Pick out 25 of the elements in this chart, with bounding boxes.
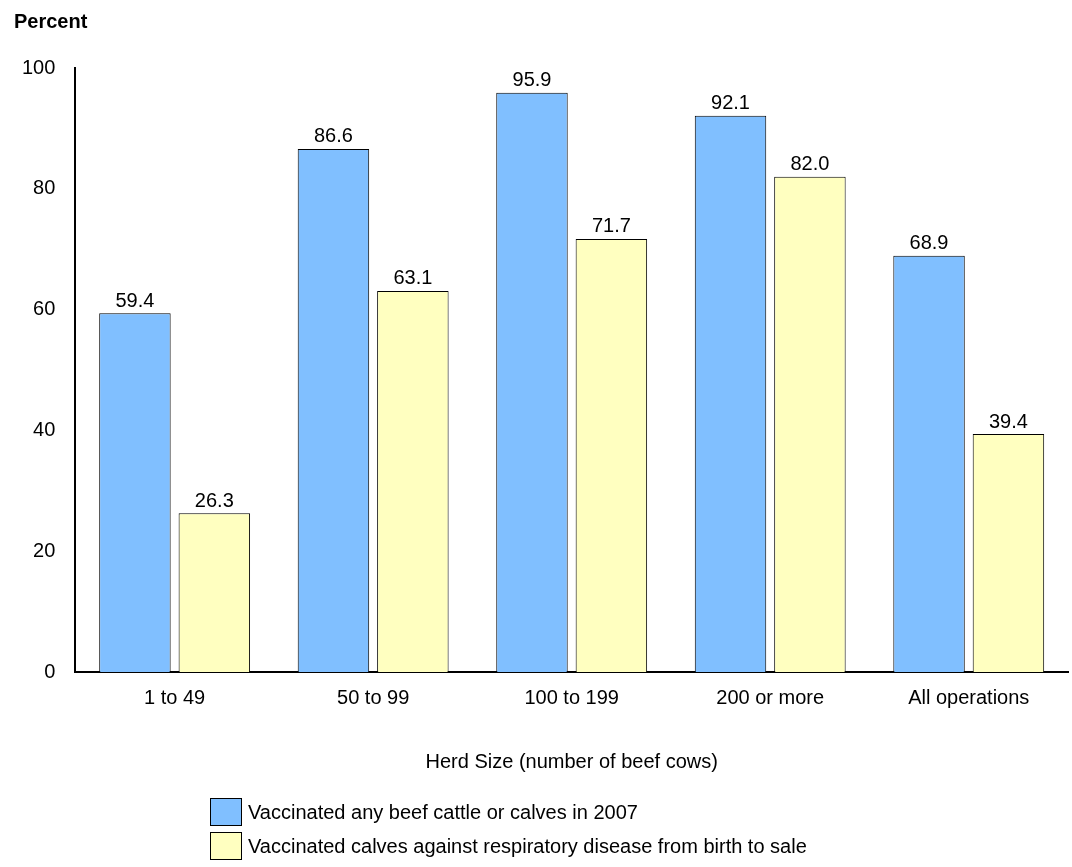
data-label: 59.4 (115, 288, 155, 311)
legend-label: Vaccinated any beef cattle or calves in 2007 (248, 800, 638, 824)
x-tick-label: 100 to 199 (524, 685, 619, 708)
x-tick-label: 200 or more (716, 685, 825, 708)
data-label: 68.9 (909, 231, 949, 254)
data-label: 26.3 (194, 488, 234, 511)
data-label: 92.1 (711, 91, 750, 114)
data-label: 95.9 (512, 68, 552, 91)
y-tick-label: 20 (33, 538, 56, 561)
x-axis-title: Herd Size (number of beef cows) (425, 749, 718, 772)
y-tick-label: 60 (33, 297, 56, 320)
legend-label: Vaccinated calves against respiratory disease from birth to sale (248, 834, 807, 858)
data-label: 82.0 (790, 152, 830, 175)
y-tick-label: 0 (44, 659, 56, 682)
data-label: 86.6 (313, 124, 353, 147)
data-label: 39.4 (988, 409, 1028, 432)
data-label: 63.1 (393, 266, 433, 289)
y-tick-label: 100 (21, 55, 56, 78)
y-tick-label: 80 (33, 176, 56, 199)
x-tick-label: 1 to 49 (144, 685, 206, 708)
data-label: 71.7 (591, 214, 631, 237)
y-axis-title: Percent (14, 9, 88, 32)
x-tick-label: All operations (908, 685, 1030, 708)
y-tick-label: 40 (33, 417, 56, 440)
x-tick-label: 50 to 99 (337, 685, 410, 708)
